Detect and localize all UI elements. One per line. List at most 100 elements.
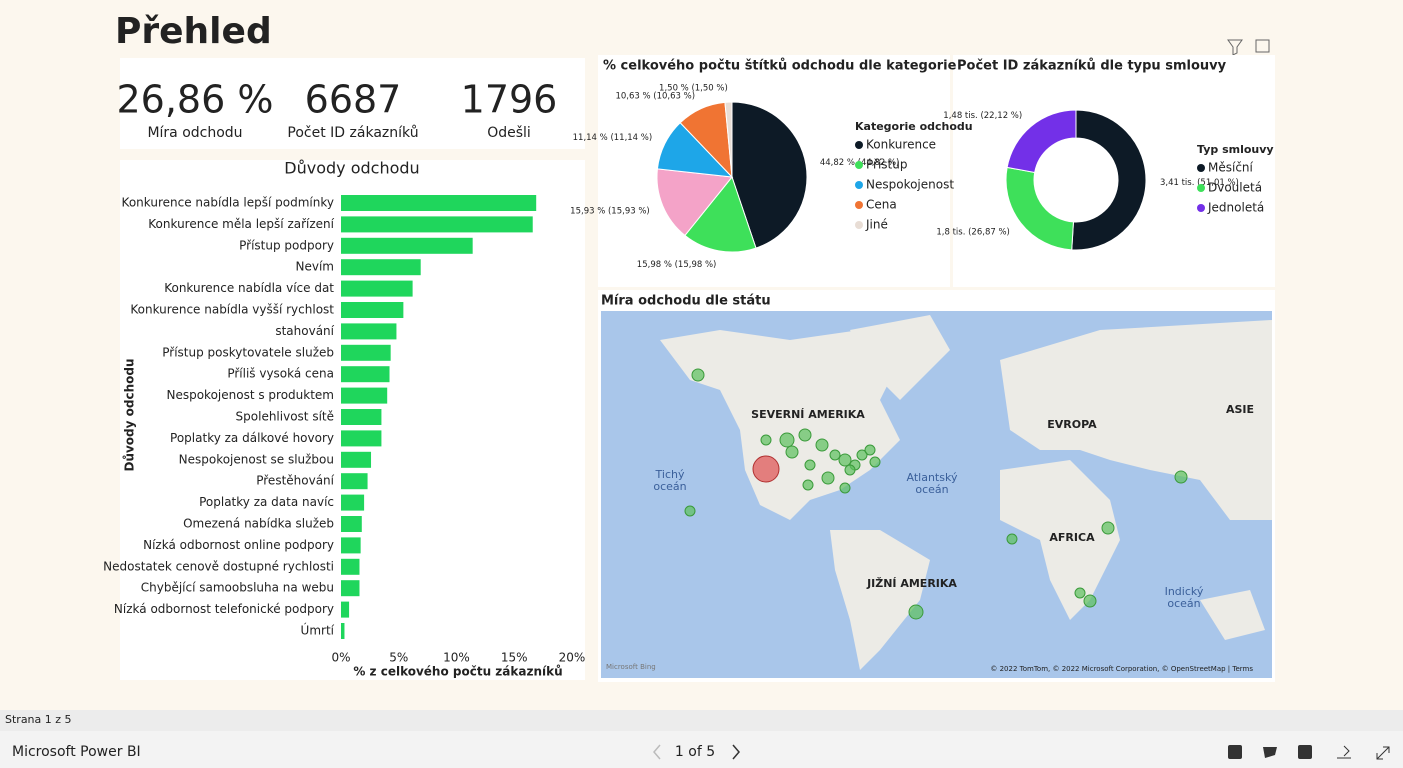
- y-tick-label: Příliš vysoká cena: [227, 367, 334, 381]
- y-tick-label: Poplatky za data navíc: [199, 495, 334, 509]
- share[interactable]: [1337, 745, 1351, 759]
- data-label: 1,8 tis. (26,87 %): [936, 227, 1010, 237]
- map-label: EVROPA: [1047, 418, 1097, 431]
- linkedin[interactable]: [1298, 745, 1312, 759]
- y-tick-label: Přístup podpory: [239, 238, 334, 252]
- kpi-label: Počet ID zákazníků: [287, 125, 418, 141]
- kpi-value: 1796: [461, 78, 558, 122]
- y-tick-label: Konkurence nabídla více dat: [164, 281, 334, 295]
- legend-swatch: [855, 201, 863, 209]
- bar: [341, 558, 360, 575]
- share-icons[interactable]: [1228, 745, 1390, 760]
- slice: [656, 168, 733, 237]
- y-tick-label: Omezená nabídka služeb: [183, 517, 334, 531]
- legend-label: Jednoletá: [1207, 201, 1264, 215]
- legend-label: Konkurence: [866, 138, 936, 152]
- y-tick-label: Nízká odbornost telefonické podpory: [114, 602, 334, 616]
- y-tick-label: stahování: [275, 324, 334, 338]
- y-axis-title: Důvody odchodu: [123, 358, 137, 471]
- legend-swatch: [855, 161, 863, 169]
- bar: [341, 366, 390, 383]
- toolbar[interactable]: [1227, 39, 1270, 56]
- bubble-highlight: [752, 455, 780, 483]
- legend-label: Nespokojenost: [866, 178, 954, 192]
- land: [1000, 320, 1272, 520]
- map-label: ASIE: [1226, 403, 1254, 416]
- slice: [731, 101, 808, 249]
- kpi-label: Odešli: [487, 125, 531, 141]
- map-title: Míra odchodu dle státu: [601, 294, 771, 309]
- prev-page[interactable]: [653, 744, 661, 760]
- map-label: AFRICA: [1049, 531, 1095, 544]
- map: SEVERNÍ AMERIKA EVROPA ASIE AFRICA JIŽNÍ AME…: [601, 311, 1272, 678]
- data-label: 3,41 tis. (51,01 %): [1160, 178, 1239, 188]
- legend-swatch: [855, 181, 863, 189]
- bar: [341, 216, 533, 233]
- y-tick-label: Konkurence nabídla vyšší rychlost: [130, 303, 334, 317]
- kpi-value: 6687: [305, 78, 402, 122]
- land: [1200, 590, 1265, 640]
- y-tick-label: Nevím: [296, 260, 334, 274]
- filter-icon[interactable]: [1227, 39, 1243, 56]
- legend-title: Typ smlouvy: [1197, 143, 1274, 156]
- legend-swatch: [1197, 164, 1205, 172]
- bar: [341, 516, 362, 532]
- bar: [341, 323, 397, 340]
- x-tick-label: 15%: [501, 651, 528, 665]
- bar: [341, 280, 413, 297]
- twitter[interactable]: [1263, 747, 1277, 758]
- y-tick-label: Nízká odbornost online podpory: [143, 538, 334, 552]
- bar: [341, 580, 360, 597]
- legend-swatch: [855, 141, 863, 149]
- legend-label: Jiné: [865, 218, 888, 232]
- y-tick-label: Přístup poskytovatele služeb: [162, 345, 334, 359]
- page-title: Přehled: [115, 11, 272, 52]
- y-tick-label: Nespokojenost se službou: [179, 452, 334, 466]
- pager: 1 of 5: [675, 744, 715, 760]
- ocean-label: oceán: [1167, 597, 1200, 610]
- bar: [341, 494, 365, 511]
- x-tick-label: 20%: [559, 651, 586, 665]
- bar: [341, 430, 382, 447]
- bar: [341, 344, 391, 361]
- legend-title: Kategorie odchodu: [855, 120, 973, 133]
- slice: [1071, 109, 1147, 251]
- focus-icon[interactable]: [1255, 39, 1270, 53]
- status-bar: [0, 710, 1403, 731]
- ocean-label: Atlantský: [907, 471, 958, 484]
- bar: [341, 451, 372, 468]
- land: [850, 315, 950, 400]
- map-label: SEVERNÍ AMERIKA: [751, 408, 865, 421]
- ocean-label: Tichý: [655, 468, 685, 481]
- fullscreen[interactable]: [1376, 746, 1390, 760]
- bar: [341, 623, 345, 639]
- next-page[interactable]: [732, 744, 740, 760]
- x-tick-label: 0%: [331, 651, 350, 665]
- bubbles: [684, 368, 1188, 620]
- y-tick-label: Spolehlivost sítě: [236, 410, 334, 424]
- bar: [341, 387, 388, 404]
- data-label: 11,14 % (11,14 %): [573, 133, 653, 143]
- legend-swatch: [855, 221, 863, 229]
- facebook[interactable]: [1228, 745, 1242, 759]
- map-logo: Microsoft Bing: [606, 663, 656, 671]
- bar: [341, 409, 382, 425]
- slice: [1006, 109, 1077, 174]
- legend-swatch: [1197, 184, 1205, 192]
- ocean-label: oceán: [915, 483, 948, 496]
- bar: [341, 473, 368, 490]
- slice: [684, 175, 757, 253]
- data-label: 15,93 % (15,93 %): [570, 206, 650, 216]
- y-tick-label: Přestěhování: [256, 474, 334, 488]
- y-tick-label: Poplatky za dálkové hovory: [170, 431, 334, 445]
- page-indicator: Strana 1 z 5: [5, 713, 72, 726]
- y-tick-label: Nespokojenost s produktem: [166, 388, 334, 402]
- data-label: 10,63 % (10,63 %): [615, 92, 695, 102]
- data-label: 1,50 % (1,50 %): [659, 84, 728, 94]
- chart-title: % celkového počtu štítků odchodu dle kat…: [603, 59, 957, 74]
- x-tick-label: 5%: [389, 651, 408, 665]
- y-tick-label: Nedostatek cenově dostupné rychlosti: [103, 559, 334, 573]
- data-label: 15,98 % (15,98 %): [637, 260, 717, 270]
- legend-label: Měsíční: [1208, 161, 1254, 175]
